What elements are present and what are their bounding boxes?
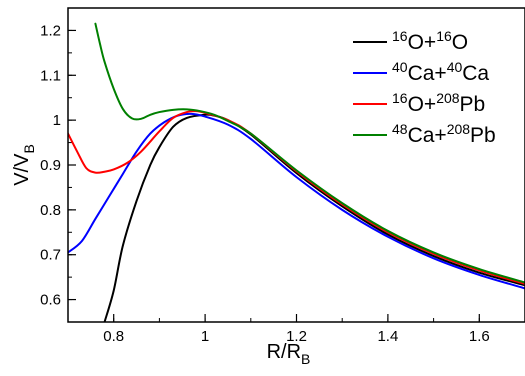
legend-superscript: 208 <box>447 121 471 137</box>
y-tick-label: 1 <box>53 112 61 129</box>
legend-superscript: 40 <box>447 59 463 75</box>
axis-ticks: 0.8 1 1.2 1.4 1.6 0.6 0.7 0.8 0.9 1 1.1 1.2 <box>40 7 525 345</box>
x-tick-label: 0.8 <box>103 328 124 345</box>
legend-text: O <box>452 31 468 54</box>
x-axis-label-subscript: B <box>301 351 310 367</box>
axis-labels: R/RBV/VB <box>11 144 310 367</box>
legend-text: O+ <box>408 93 437 116</box>
legend-text: Pb <box>460 93 486 116</box>
series-line-2 <box>68 110 525 285</box>
legend-superscript: 16 <box>436 28 452 44</box>
legend-text: Ca+ <box>408 124 447 147</box>
legend-label-2: 16O+208Pb <box>392 90 485 116</box>
legend-superscript: 48 <box>392 121 408 137</box>
y-tick-label: 0.6 <box>40 292 61 309</box>
series-line-0 <box>103 113 525 322</box>
legend-text: Ca <box>462 62 489 85</box>
y-tick-label: 1.1 <box>40 67 61 84</box>
y-axis-label: V/VB <box>11 144 37 186</box>
legend-label-3: 48Ca+208Pb <box>392 121 496 147</box>
y-tick-label: 0.8 <box>40 202 61 219</box>
y-tick-label: 0.7 <box>40 247 61 264</box>
x-tick-label: 1 <box>201 328 209 345</box>
legend-superscript: 208 <box>436 90 460 106</box>
legend-superscript: 16 <box>392 90 408 106</box>
plot-frame <box>67 7 525 323</box>
x-tick-label: 1.4 <box>377 328 398 345</box>
y-axis-label-subscript: B <box>21 144 37 153</box>
x-axis-label: R/RB <box>267 341 311 367</box>
legend-text: O+ <box>408 31 437 54</box>
legend-superscript: 40 <box>392 59 408 75</box>
series-line-1 <box>68 112 525 290</box>
y-tick-label: 0.9 <box>40 157 61 174</box>
y-axis-label-main: V/V <box>11 153 33 186</box>
legend-label-0: 16O+16O <box>392 28 468 54</box>
legend-text: Ca+ <box>408 62 447 85</box>
legend-label-1: 40Ca+40Ca <box>392 59 489 85</box>
x-tick-label: 1.6 <box>469 328 490 345</box>
x-axis-label-main: R/R <box>267 341 301 363</box>
legend-superscript: 16 <box>392 28 408 44</box>
series-line-3 <box>94 22 525 284</box>
legend-text: Pb <box>470 124 496 147</box>
series-lines <box>68 22 525 322</box>
y-tick-label: 1.2 <box>40 22 61 39</box>
x-tick-label: 1.2 <box>286 328 307 345</box>
